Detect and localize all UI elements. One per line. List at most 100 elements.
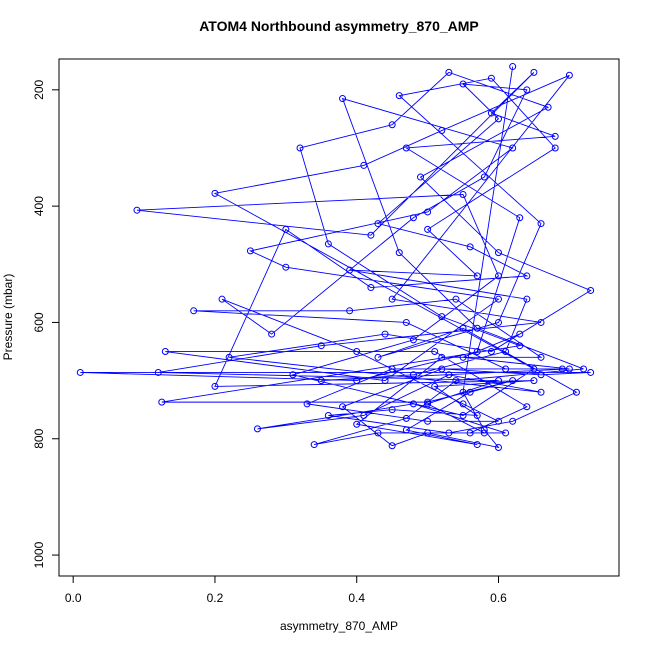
y-tick-label: 200: [32, 79, 46, 99]
data-point: [388, 442, 396, 450]
data-point: [509, 377, 517, 385]
y-tick-label: 1000: [32, 541, 46, 568]
data-point: [530, 365, 538, 373]
data-point: [133, 206, 141, 214]
x-axis-label: asymmetry_870_AMP: [280, 619, 398, 633]
y-tick-label: 400: [32, 196, 46, 216]
y-tick-label: 800: [32, 428, 46, 448]
data-point: [289, 371, 297, 379]
data-point: [494, 417, 502, 425]
data-point: [76, 368, 84, 376]
data-point: [523, 403, 531, 411]
data-point: [480, 426, 488, 434]
plot-box: [58, 58, 620, 577]
data-point: [282, 263, 290, 271]
data-point: [537, 371, 545, 379]
data-point: [346, 307, 354, 315]
data-point: [509, 417, 517, 425]
data-point: [452, 295, 460, 303]
data-point: [388, 295, 396, 303]
data-point: [466, 429, 474, 437]
data-point: [388, 365, 396, 373]
data-point: [544, 103, 552, 111]
data-point: [530, 377, 538, 385]
data-point: [211, 189, 219, 197]
data-point: [473, 324, 481, 332]
data-point: [502, 429, 510, 437]
plot-area: [76, 63, 595, 451]
data-point: [480, 173, 488, 181]
data-point: [445, 68, 453, 76]
data-point: [303, 400, 311, 408]
data-point: [317, 342, 325, 350]
data-point: [395, 92, 403, 100]
data-point: [246, 247, 254, 255]
data-point: [339, 403, 347, 411]
data-point: [494, 115, 502, 123]
data-point: [409, 371, 417, 379]
x-tick-label: 0.6: [490, 591, 507, 605]
data-point: [438, 353, 446, 361]
data-point: [565, 365, 573, 373]
data-point: [466, 388, 474, 396]
data-point: [523, 272, 531, 280]
data-point: [516, 214, 524, 222]
data-point: [523, 86, 531, 94]
data-point: [572, 388, 580, 396]
x-tick-label: 0.0: [65, 591, 82, 605]
data-point: [374, 429, 382, 437]
data-point: [158, 398, 166, 406]
data-point: [367, 284, 375, 292]
data-point: [353, 348, 361, 356]
data-point: [459, 400, 467, 408]
data-point: [502, 365, 510, 373]
data-point: [558, 365, 566, 373]
data-point: [459, 80, 467, 88]
data-point: [502, 348, 510, 356]
y-axis-label: Pressure (mbar): [1, 274, 15, 361]
data-point: [516, 330, 524, 338]
data-point: [445, 429, 453, 437]
data-point: [381, 377, 389, 385]
data-point: [516, 342, 524, 350]
chart-title: ATOM4 Northbound asymmetry_870_AMP: [199, 18, 479, 34]
data-point: [268, 330, 276, 338]
data-point: [487, 109, 495, 117]
data-point: [473, 411, 481, 419]
data-point: [438, 313, 446, 321]
data-point: [388, 406, 396, 414]
data-point: [438, 365, 446, 373]
data-point: [424, 417, 432, 425]
data-point: [537, 388, 545, 396]
x-tick-label: 0.2: [207, 591, 224, 605]
data-point: [459, 411, 467, 419]
data-point: [282, 225, 290, 233]
data-point: [494, 249, 502, 257]
data-point: [296, 144, 304, 152]
data-point: [381, 330, 389, 338]
data-point: [551, 144, 559, 152]
data-point: [509, 63, 517, 71]
data-point: [324, 240, 332, 248]
data-point: [154, 368, 162, 376]
data-point: [459, 353, 467, 361]
data-point: [452, 377, 460, 385]
data-point: [459, 324, 467, 332]
data-point: [494, 318, 502, 326]
data-point: [473, 348, 481, 356]
data-line: [80, 66, 592, 449]
data-point: [353, 377, 361, 385]
data-point: [310, 441, 318, 449]
data-point: [523, 295, 531, 303]
data-point: [211, 382, 219, 390]
data-point: [466, 243, 474, 251]
data-point: [374, 220, 382, 228]
data-point: [161, 348, 169, 356]
data-point: [424, 225, 432, 233]
data-point: [551, 132, 559, 140]
data-point: [353, 420, 361, 428]
data-point: [587, 368, 595, 376]
data-point: [580, 365, 588, 373]
data-point: [317, 377, 325, 385]
data-point: [424, 208, 432, 216]
